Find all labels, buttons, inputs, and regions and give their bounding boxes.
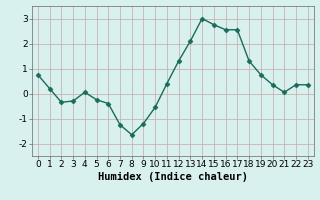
X-axis label: Humidex (Indice chaleur): Humidex (Indice chaleur) — [98, 172, 248, 182]
